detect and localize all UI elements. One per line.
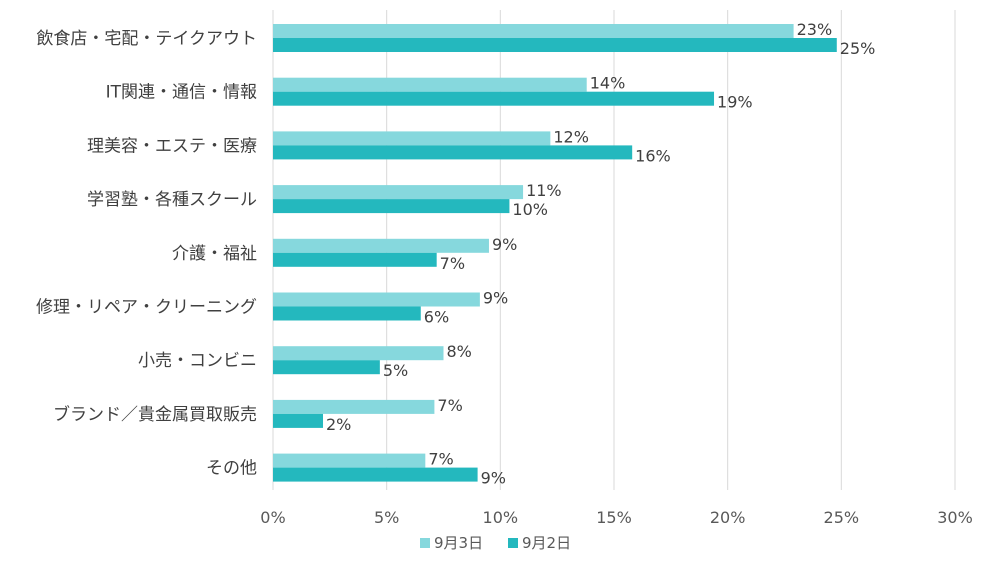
bar	[273, 467, 478, 482]
data-label: 6%	[424, 308, 449, 327]
category-label: 学習塾・各種スクール	[87, 189, 257, 210]
value-axis: 0% 5% 10% 15% 20% 25% 30%	[260, 508, 972, 527]
data-label: 7%	[440, 254, 465, 273]
bar	[273, 360, 380, 375]
category-label: 小売・コンビニ	[138, 351, 257, 371]
data-label: 7%	[437, 396, 462, 415]
data-label: 25%	[840, 39, 876, 58]
data-label: 14%	[590, 74, 626, 93]
legend: 9月3日 9月2日	[420, 534, 571, 552]
data-label: 9%	[492, 235, 517, 254]
data-label: 11%	[526, 181, 562, 200]
bar	[273, 413, 324, 428]
bar	[273, 252, 437, 267]
bar	[273, 24, 794, 38]
data-labels: 23% 25% 14% 19% 12% 16% 11%10% 9% 7% 9% 6% 8% 5% 7% 2%…	[326, 20, 875, 488]
bar	[273, 306, 421, 321]
bar	[273, 91, 715, 106]
bar	[273, 238, 489, 253]
bar	[273, 131, 551, 146]
data-label: 9%	[483, 289, 508, 308]
x-tick-label: 0%	[260, 508, 285, 527]
x-tick-label: 5%	[374, 508, 399, 527]
category-label: 飲食店・宅配・テイクアウト	[36, 29, 257, 49]
bar	[273, 453, 426, 468]
bar	[273, 399, 435, 414]
legend-label: 9月2日	[522, 534, 571, 552]
x-tick-label: 20%	[710, 508, 746, 527]
x-tick-label: 10%	[483, 508, 519, 527]
data-label: 8%	[447, 342, 472, 361]
bar	[273, 77, 587, 92]
bar	[273, 199, 510, 214]
category-label: IT関連・通信・情報	[106, 83, 257, 103]
data-label: 7%	[428, 450, 453, 469]
data-label: 12%	[553, 127, 589, 146]
x-tick-label: 25%	[824, 508, 860, 527]
x-tick-label: 30%	[937, 508, 973, 527]
bar	[273, 185, 524, 200]
bars	[273, 24, 837, 482]
legend-swatch	[420, 538, 430, 548]
category-label: 修理・リペア・クリーニング	[36, 298, 257, 318]
data-label: 2%	[326, 415, 351, 434]
data-label: 16%	[635, 146, 671, 165]
category-label: ブランド／貴金属買取販売	[53, 404, 257, 425]
category-label: その他	[206, 459, 257, 479]
data-label: 5%	[383, 361, 408, 380]
bar	[273, 38, 837, 52]
category-label: 理美容・エステ・医療	[87, 136, 257, 156]
data-label: 23%	[797, 20, 833, 39]
bar	[273, 145, 633, 160]
data-label: 19%	[717, 93, 753, 112]
bar	[273, 346, 444, 361]
data-label: 9%	[481, 469, 506, 488]
category-label: 介護・福祉	[172, 244, 257, 264]
data-label: 10%	[512, 200, 548, 219]
legend-label: 9月3日	[434, 534, 483, 552]
bar	[273, 292, 480, 307]
category-axis: 飲食店・宅配・テイクアウト IT関連・通信・情報理美容・エステ・医療学習塾・各種ス…	[36, 29, 257, 479]
legend-swatch	[508, 538, 518, 548]
x-tick-label: 15%	[596, 508, 632, 527]
